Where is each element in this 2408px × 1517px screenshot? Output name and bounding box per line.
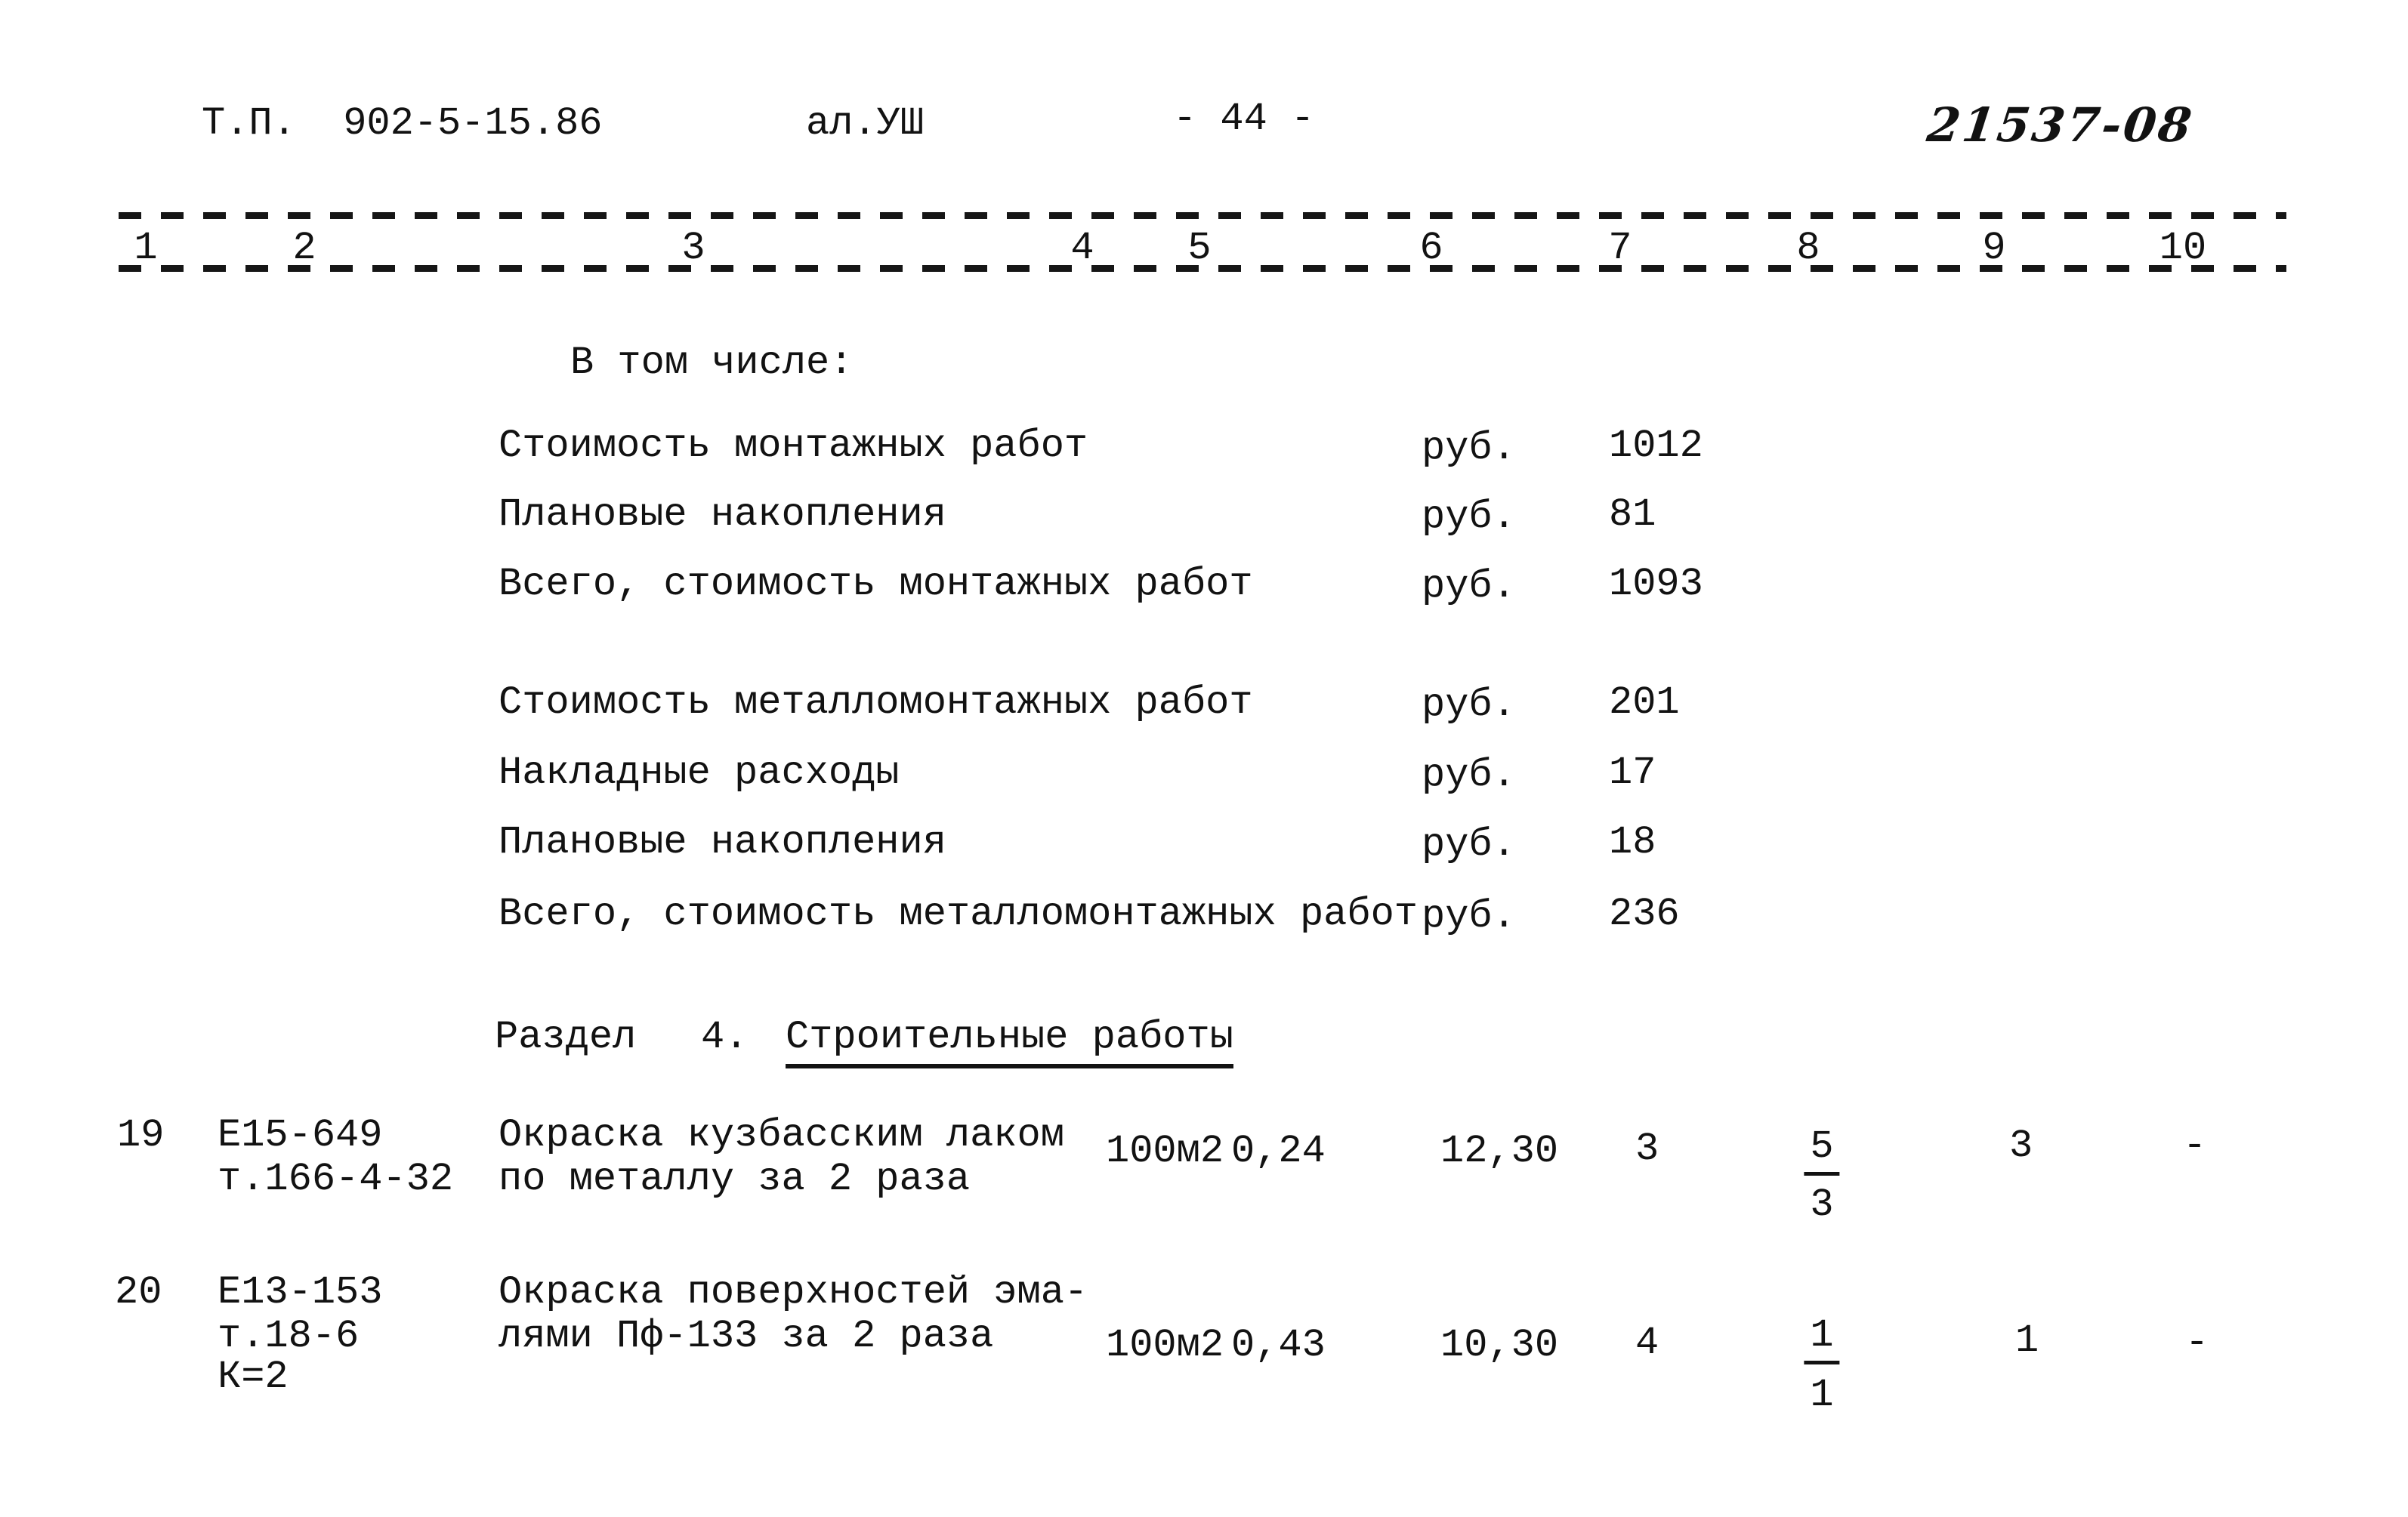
item-unit-cost: 12,30 [1440,1129,1559,1173]
item-number: 19 [117,1113,165,1158]
subtotal-label: Всего, стоимость монтажных работ [499,562,1253,606]
ruler-col-8: 8 [1796,226,1820,270]
album-label: ал.УШ [806,101,925,146]
ruler-col-10: 10 [2159,226,2207,270]
item-col10: - [2183,1124,2207,1168]
subtotal-label: Накладные расходы [499,751,900,795]
item-desc-line: лями Пф-133 за 2 раза [499,1314,994,1358]
subtotal-value: 236 [1609,892,1680,936]
page-number: - 44 - [1173,97,1315,141]
item-desc-line: по металлу за 2 раза [499,1157,971,1201]
item-number: 20 [115,1270,162,1315]
item-qty: 0,24 [1231,1129,1326,1173]
section-word: Раздел [495,1015,637,1059]
item-unit: 100м2 [1106,1323,1224,1367]
ruler-col-4: 4 [1070,226,1094,270]
ruler-col-1: 1 [134,226,158,270]
ruler-col-6: 6 [1419,226,1443,270]
subtotal-unit: руб. [1422,564,1516,609]
item-code-line: т.166-4-32 [218,1157,454,1201]
subtotal-unit: руб. [1422,426,1516,470]
subtotal-label: Стоимость металломонтажных работ [499,680,1253,725]
item-desc-line: Окраска кузбасским лаком [499,1113,1064,1158]
ruler-line-top [119,212,2286,219]
subtotal-value: 17 [1609,751,1656,795]
item-code-line: Е15-649 [218,1113,383,1158]
subtotal-unit: руб. [1422,822,1516,867]
item-code-line: Е13-153 [218,1270,383,1315]
subtotal-label: Стоимость монтажных работ [499,424,1088,468]
subtotal-value: 1012 [1609,424,1703,468]
ruler-col-3: 3 [681,226,705,270]
subtotal-value: 81 [1609,492,1656,537]
item-col9: 1 [2015,1318,2039,1363]
handwritten-stamp: 21537-08 [1924,97,2197,153]
ruler-col-7: 7 [1608,226,1632,270]
subtotal-unit: руб. [1422,753,1516,797]
ruler-col-5: 5 [1187,226,1212,270]
ruler-line-bottom [119,265,2286,272]
item-unit: 100м2 [1106,1129,1224,1173]
item-col10: - [2185,1321,2209,1365]
item-fraction-denominator: 3 [1810,1182,1834,1227]
item-desc-line: Окраска поверхностей эма- [499,1270,1088,1315]
subtotal-label: Плановые накопления [499,820,946,865]
subtotal-label: Плановые накопления [499,492,946,537]
section-number: 4. [701,1015,749,1059]
subtotal-label: Всего, стоимость металломонтажных работ [499,892,1418,936]
item-fraction-numerator: 1 [1804,1316,1840,1364]
subtotals-intro: В том числе: [570,341,854,385]
ruler-col-2: 2 [292,226,316,270]
subtotal-unit: руб. [1422,495,1516,539]
item-code-line: т.18-6 [218,1314,360,1358]
item-col9: 3 [2009,1124,2033,1168]
subtotal-value: 201 [1609,680,1680,725]
section-title: Строительные работы [786,1018,1233,1068]
ruler-col-9: 9 [1982,226,2006,270]
item-total: 3 [1635,1127,1659,1171]
item-unit-cost: 10,30 [1440,1323,1559,1367]
subtotal-unit: руб. [1422,894,1516,939]
subtotal-value: 18 [1609,820,1656,865]
item-fraction-denominator: 1 [1810,1373,1834,1417]
doc-code: Т.П. 902-5-15.86 [202,101,603,146]
item-qty: 0,43 [1231,1323,1326,1367]
subtotal-value: 1093 [1609,562,1703,606]
item-fraction-numerator: 5 [1804,1127,1840,1176]
subtotal-unit: руб. [1422,683,1516,727]
item-total: 4 [1635,1321,1659,1365]
item-code-line: К=2 [218,1355,289,1399]
